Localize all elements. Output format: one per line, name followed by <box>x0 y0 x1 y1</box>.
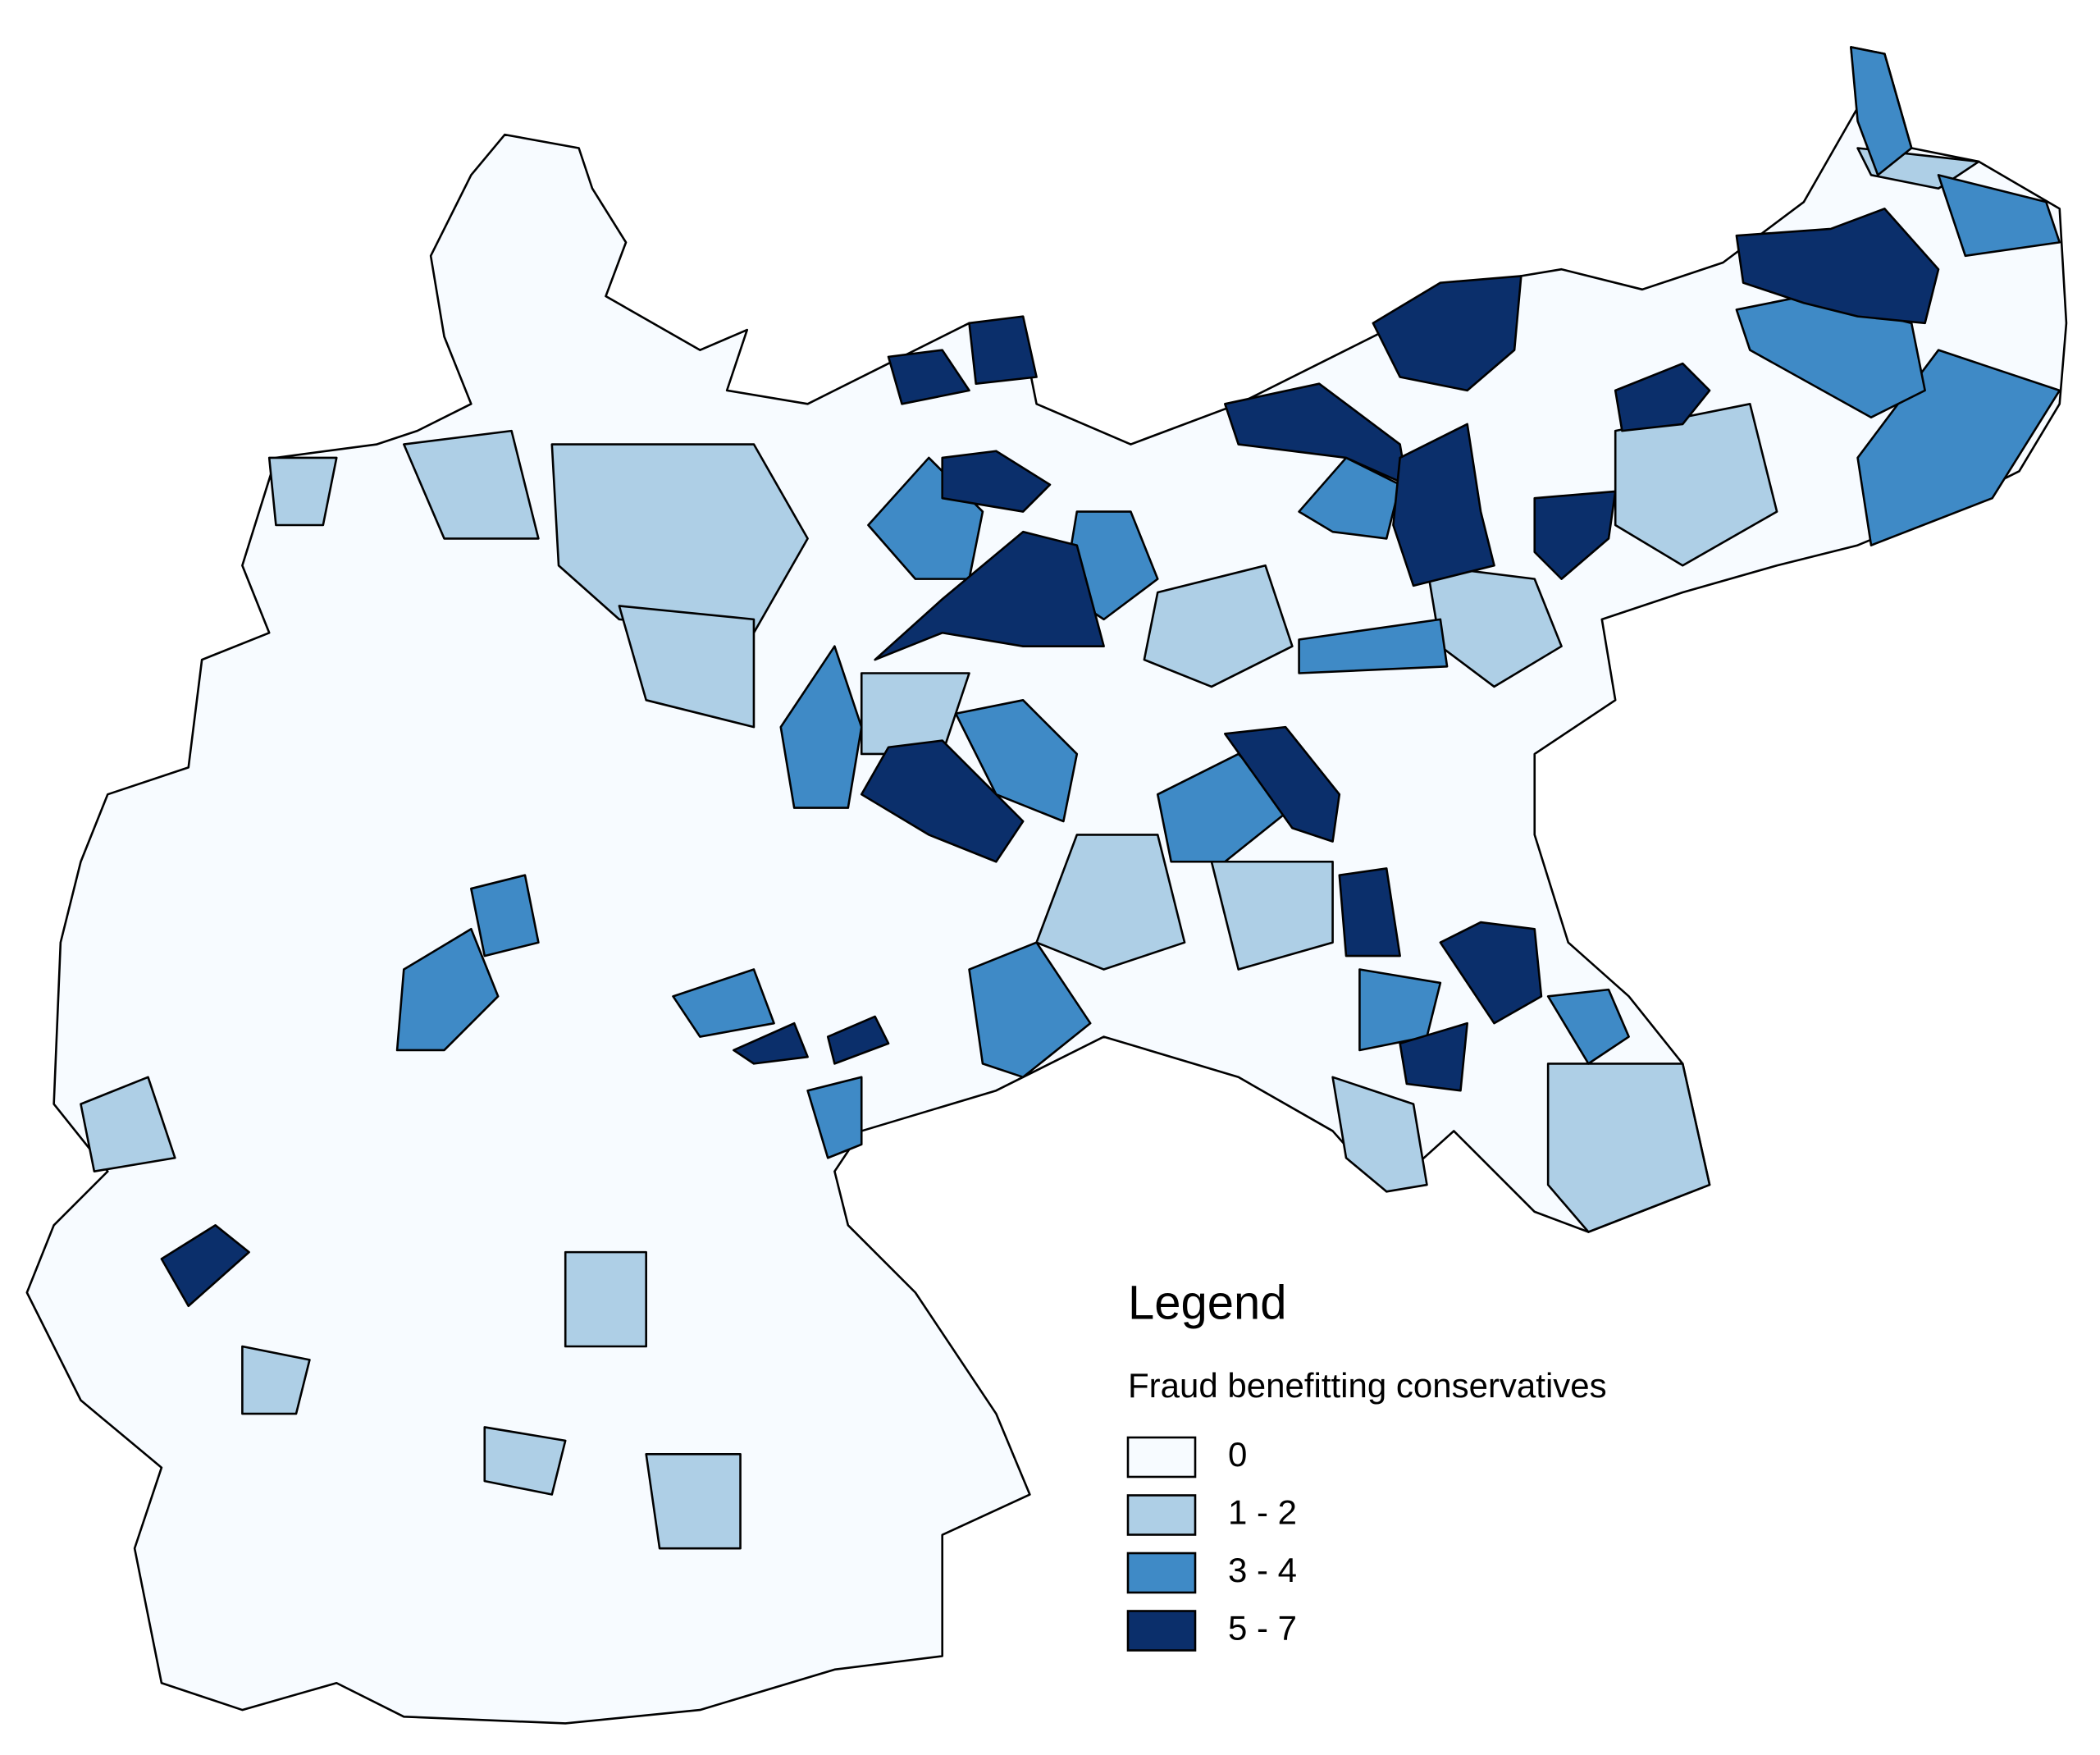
legend-label: 1 - 2 <box>1228 1493 1297 1532</box>
district <box>565 1252 646 1346</box>
district <box>1212 862 1333 969</box>
legend-swatch <box>1126 1610 1197 1652</box>
district <box>1535 491 1615 579</box>
district <box>80 1077 175 1172</box>
district <box>162 1225 249 1305</box>
empire-outline <box>27 47 2066 1723</box>
district <box>1938 175 2060 255</box>
legend-swatch <box>1126 1494 1197 1536</box>
district <box>242 1346 309 1414</box>
district <box>397 929 498 1050</box>
district <box>861 741 1023 862</box>
district <box>1548 1063 1710 1232</box>
district <box>1373 276 1522 390</box>
district <box>1144 565 1293 687</box>
district <box>269 458 336 525</box>
district <box>875 532 1104 660</box>
district <box>808 1077 862 1158</box>
district <box>781 647 861 808</box>
district <box>1548 989 1628 1063</box>
district <box>1037 834 1185 969</box>
district <box>1225 727 1339 841</box>
district <box>970 317 1037 384</box>
district <box>404 431 538 538</box>
district <box>1299 619 1448 674</box>
district <box>828 1017 888 1063</box>
legend-label: 3 - 4 <box>1228 1551 1297 1589</box>
district <box>485 1427 565 1494</box>
district <box>619 606 754 727</box>
legend-swatch <box>1126 1552 1197 1594</box>
legend-subtitle: Fraud benefitting conservatives <box>1128 1366 1607 1405</box>
district <box>1737 208 1938 322</box>
district <box>673 970 774 1037</box>
district <box>970 943 1091 1077</box>
district <box>1851 47 1911 175</box>
districts <box>27 47 2066 1723</box>
district <box>1299 458 1400 538</box>
district <box>1440 922 1541 1023</box>
district <box>1615 404 1777 565</box>
legend-swatch <box>1126 1436 1197 1478</box>
district <box>888 350 969 404</box>
district <box>1393 424 1494 586</box>
district <box>943 451 1050 512</box>
district <box>646 1454 741 1548</box>
district <box>1400 1023 1468 1090</box>
district <box>1333 1077 1427 1191</box>
district <box>1615 363 1710 431</box>
legend-label: 5 - 7 <box>1228 1609 1297 1648</box>
legend-label: 0 <box>1228 1435 1247 1474</box>
district <box>733 1023 807 1063</box>
district <box>471 875 538 956</box>
district <box>956 700 1077 821</box>
district <box>1340 868 1400 956</box>
legend-title: Legend <box>1128 1276 1287 1329</box>
